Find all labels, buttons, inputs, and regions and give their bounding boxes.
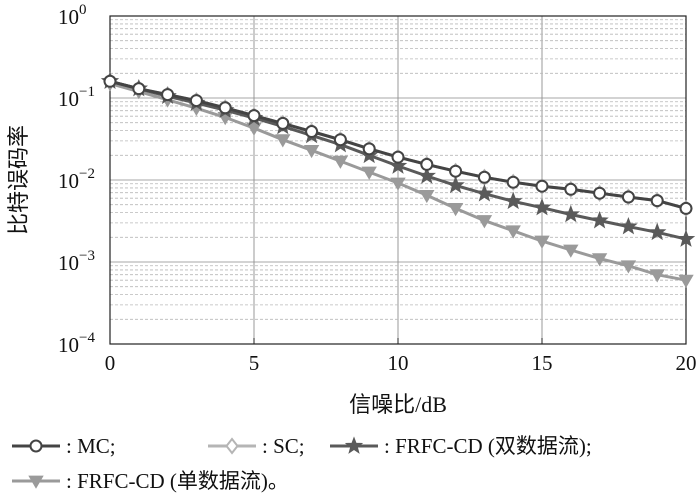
data-point-star (590, 210, 609, 229)
y-tick-label: 10−1 (58, 84, 95, 111)
data-point-triangle (246, 122, 262, 136)
legend-entry: : FRFC-CD (单数据流)。 (12, 469, 289, 493)
data-point-triangle (591, 253, 608, 267)
data-point-circle (535, 179, 549, 193)
data-point-circle (132, 82, 146, 96)
data-point-triangle (361, 166, 377, 180)
data-point-star (475, 184, 494, 202)
data-point-circle (189, 94, 203, 108)
x-tick-label: 0 (105, 351, 116, 375)
x-tick-label: 15 (532, 351, 553, 375)
data-point-circle (276, 116, 290, 130)
legend-entry: : SC; (208, 434, 305, 458)
y-tick-label: 10−3 (58, 248, 95, 275)
data-point-circle (305, 125, 319, 139)
data-point-circle (29, 439, 43, 453)
data-point-triangle (28, 475, 44, 489)
data-point-star (417, 166, 436, 184)
data-point-triangle (649, 269, 665, 283)
data-point-triangle (620, 260, 637, 274)
legend: : MC; : SC; : FRFC-CD (双数据流); : FRFC-CD (单数… (12, 434, 592, 493)
y-tick-label: 100 (58, 2, 87, 29)
data-point-triangle (303, 144, 320, 159)
series-circle (103, 74, 693, 215)
data-point-triangle (476, 215, 493, 229)
data-point-circle (218, 101, 232, 115)
data-point-triangle (563, 244, 579, 258)
data-point-circle (333, 133, 347, 147)
data-point-star (532, 198, 552, 216)
data-point-star (446, 175, 465, 194)
y-tick-label: 10−4 (58, 330, 95, 357)
data-point-circle (621, 190, 635, 204)
data-point-circle (103, 74, 117, 88)
data-point-circle (506, 175, 520, 189)
legend-entry: : FRFC-CD (双数据流); (330, 434, 592, 458)
data-point-star (388, 156, 408, 174)
data-point-triangle (332, 155, 349, 169)
data-point-circle (449, 164, 463, 178)
data-point-triangle (505, 225, 521, 239)
data-point-circle (477, 170, 491, 184)
data-point-star (561, 204, 580, 223)
legend-label: : FRFC-CD (单数据流)。 (66, 469, 289, 493)
data-point-star (344, 436, 364, 454)
data-point-triangle (390, 177, 406, 191)
data-point-circle (650, 194, 664, 208)
data-point-triangle (678, 274, 694, 288)
legend-label: : MC; (66, 434, 116, 458)
data-point-circle (420, 157, 434, 171)
data-point-triangle (275, 134, 291, 148)
x-tick-label: 10 (388, 351, 409, 375)
data-point-circle (593, 186, 607, 200)
data-point-circle (161, 88, 175, 102)
y-axis-label: 比特误码率 (6, 125, 31, 235)
data-point-star (676, 229, 696, 247)
legend-entry: : MC; (12, 434, 116, 458)
x-tick-label: 20 (676, 351, 697, 375)
data-point-circle (247, 109, 261, 123)
data-point-star (504, 191, 523, 210)
data-point-triangle (534, 235, 550, 249)
data-point-star (619, 216, 638, 235)
data-point-circle (362, 142, 376, 156)
series-layer (100, 71, 696, 288)
x-axis-label: 信噪比/dB (349, 392, 447, 417)
data-point-triangle (447, 203, 464, 217)
data-point-triangle (419, 189, 435, 204)
x-tick-label: 5 (249, 351, 260, 375)
data-point-star (647, 222, 667, 241)
legend-label: : FRFC-CD (双数据流); (384, 434, 592, 458)
data-point-circle (564, 182, 578, 196)
y-tick-label: 10−2 (58, 166, 95, 193)
legend-label: : SC; (262, 434, 305, 458)
data-point-circle (391, 150, 405, 164)
data-point-circle (679, 201, 693, 215)
grid-lines (110, 16, 686, 344)
data-point-diamond (225, 437, 239, 455)
